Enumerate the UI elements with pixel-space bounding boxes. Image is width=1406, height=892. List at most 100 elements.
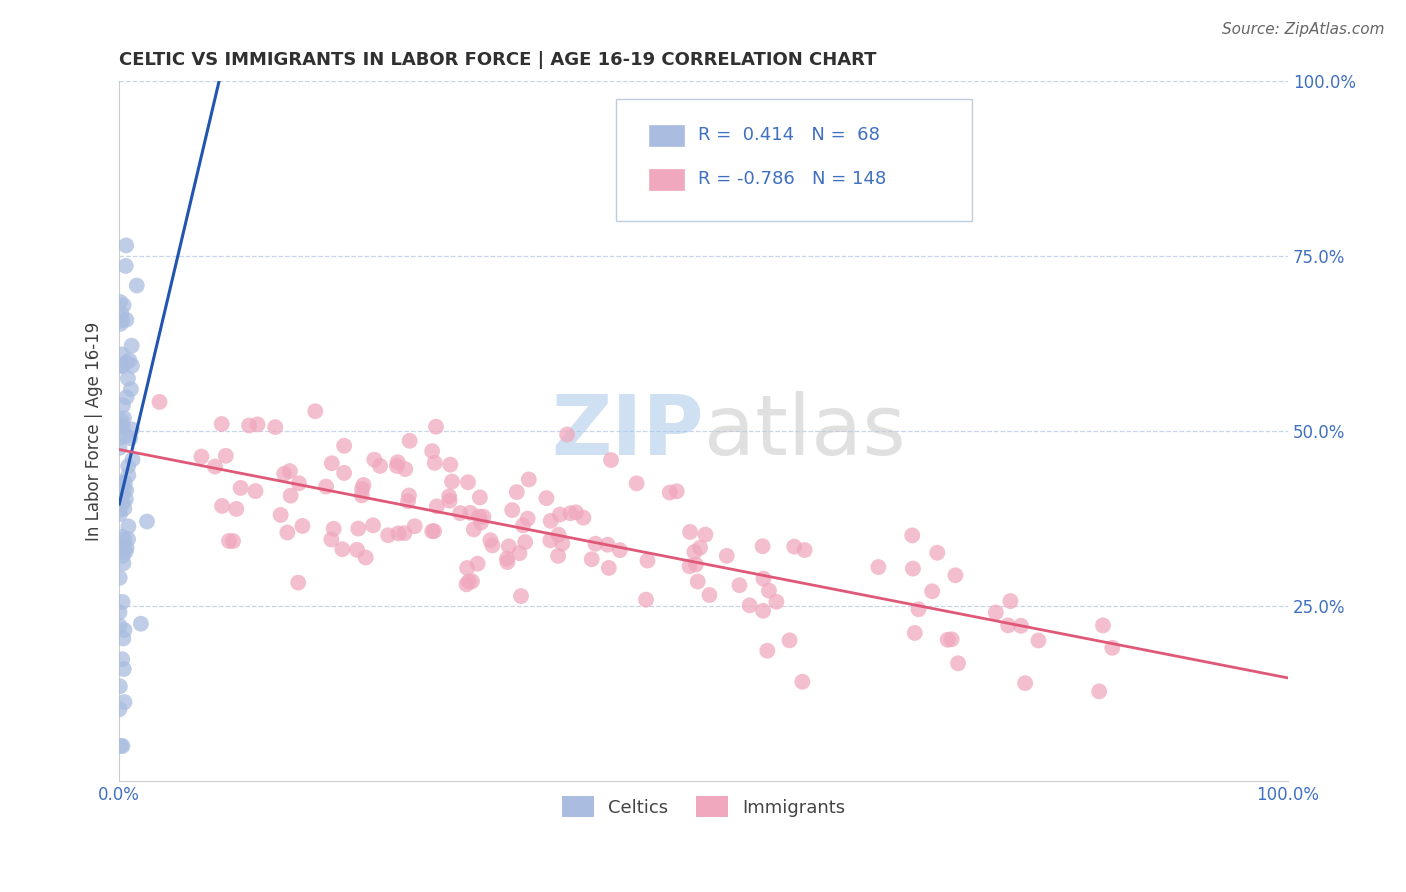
Point (112, 557, 135, 571)
Point (110, 317, 132, 331)
Point (1014, 676, 1036, 690)
Point (353, 478, 375, 492)
Point (278, 464, 301, 478)
Point (111, 495, 134, 509)
Point (685, 558, 707, 572)
Point (111, 475, 134, 489)
Point (108, 503, 131, 517)
Point (321, 456, 343, 470)
Point (517, 473, 540, 487)
Point (1000, 594, 1022, 608)
Text: ZIP: ZIP (551, 391, 703, 472)
Point (758, 583, 780, 598)
Point (115, 483, 138, 498)
Point (112, 501, 135, 516)
Point (387, 455, 409, 469)
Point (114, 695, 136, 709)
FancyBboxPatch shape (648, 169, 683, 190)
Point (456, 561, 478, 575)
Point (108, 441, 131, 455)
Point (457, 475, 479, 490)
Point (439, 493, 461, 508)
Point (112, 298, 135, 312)
Point (449, 506, 471, 520)
Point (111, 495, 134, 509)
Point (110, 430, 132, 444)
Point (793, 543, 815, 558)
Point (472, 509, 495, 524)
Point (238, 418, 260, 433)
Point (112, 398, 135, 412)
Point (420, 524, 443, 539)
Point (752, 604, 775, 618)
Point (609, 543, 631, 558)
Point (108, 702, 131, 716)
Text: CELTIC VS IMMIGRANTS IN LABOR FORCE | AGE 16-19 CORRELATION CHART: CELTIC VS IMMIGRANTS IN LABOR FORCE | AG… (120, 51, 877, 69)
Point (350, 488, 373, 502)
Point (117, 532, 139, 546)
Point (361, 518, 384, 533)
Point (779, 633, 801, 648)
Point (396, 494, 419, 508)
Point (125, 278, 148, 293)
Point (276, 525, 298, 540)
Point (111, 359, 134, 373)
Point (287, 575, 309, 590)
Point (121, 422, 143, 436)
Point (1028, 633, 1050, 648)
Point (114, 492, 136, 507)
Point (112, 632, 135, 646)
Point (398, 434, 420, 448)
Point (868, 560, 890, 574)
Point (120, 431, 142, 445)
Point (322, 522, 344, 536)
Point (215, 449, 238, 463)
Point (114, 259, 136, 273)
Point (333, 439, 356, 453)
Point (330, 542, 353, 557)
Point (112, 532, 135, 546)
Point (108, 507, 131, 521)
Point (1088, 684, 1111, 698)
Point (565, 505, 588, 519)
Point (547, 528, 569, 542)
Point (547, 549, 569, 563)
Point (946, 657, 969, 671)
Point (1010, 619, 1032, 633)
Point (555, 427, 578, 442)
Point (927, 546, 949, 560)
Point (470, 516, 492, 530)
Point (423, 456, 446, 470)
Point (211, 499, 233, 513)
Point (110, 418, 132, 433)
Point (439, 458, 461, 472)
Point (461, 574, 484, 589)
Point (600, 453, 623, 467)
Point (115, 238, 138, 252)
Point (111, 652, 134, 666)
Point (468, 491, 491, 505)
Point (315, 479, 337, 493)
Point (291, 519, 314, 533)
Point (458, 506, 481, 520)
Point (678, 559, 700, 574)
Y-axis label: In Labor Force | Age 16-19: In Labor Force | Age 16-19 (86, 321, 103, 541)
Point (551, 536, 574, 550)
Point (783, 540, 806, 554)
Point (110, 479, 132, 493)
Text: R =  0.414   N =  68: R = 0.414 N = 68 (697, 127, 880, 145)
Point (425, 419, 447, 434)
Point (108, 679, 131, 693)
Point (114, 544, 136, 558)
Point (945, 568, 967, 582)
Point (467, 557, 489, 571)
Point (394, 526, 416, 541)
Point (222, 534, 245, 549)
Point (190, 450, 212, 464)
Point (686, 574, 709, 589)
Point (463, 523, 485, 537)
Point (508, 546, 530, 560)
Point (695, 527, 717, 541)
Point (108, 571, 131, 585)
Point (110, 347, 132, 361)
